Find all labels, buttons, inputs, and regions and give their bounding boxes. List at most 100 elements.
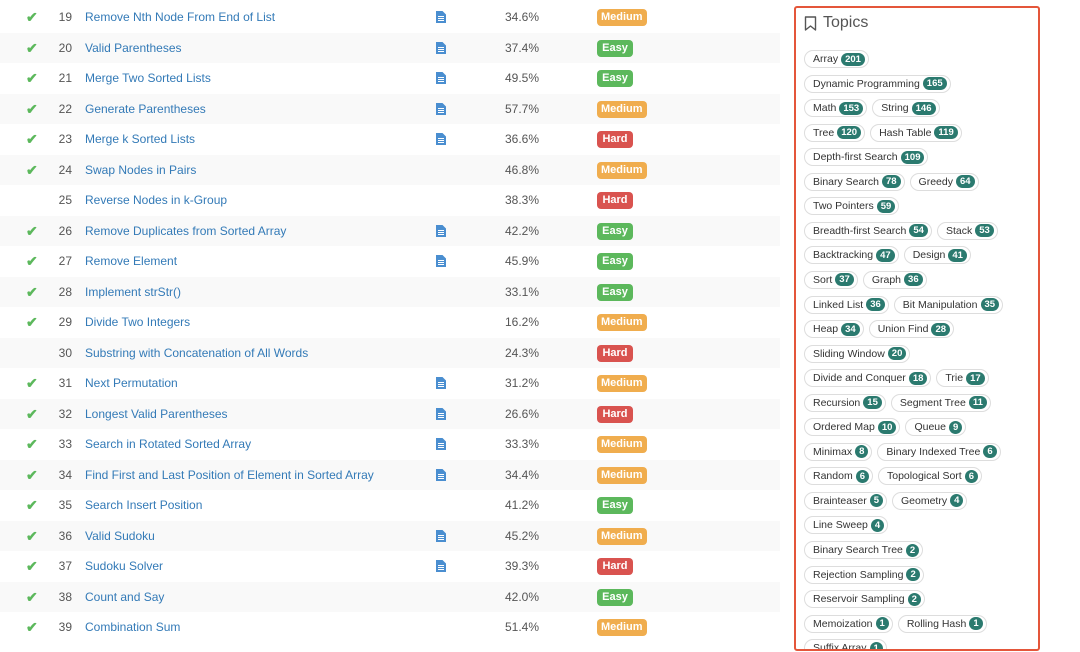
topic-tag[interactable]: Math 153 bbox=[804, 99, 868, 118]
document-icon[interactable] bbox=[436, 63, 448, 93]
topic-tag[interactable]: Tree 120 bbox=[804, 123, 866, 142]
document-icon[interactable] bbox=[436, 399, 448, 429]
problem-row[interactable]: ✔ 24 Swap Nodes in Pairs 46.8% Medium bbox=[0, 154, 780, 185]
topic-tag[interactable]: Breadth-first Search 54 bbox=[804, 221, 932, 240]
document-icon[interactable] bbox=[436, 429, 448, 459]
topic-tag[interactable]: Backtracking 47 bbox=[804, 246, 899, 265]
topic-tag[interactable]: Sliding Window 20 bbox=[804, 344, 911, 363]
topic-tag[interactable]: Greedy 64 bbox=[909, 172, 979, 191]
problem-title-link[interactable]: Remove Nth Node From End of List bbox=[85, 10, 276, 24]
topic-tag[interactable]: Reservoir Sampling 2 bbox=[804, 590, 925, 609]
topic-tag[interactable]: Ordered Map 10 bbox=[804, 418, 901, 437]
topic-tag[interactable]: Array 201 bbox=[804, 50, 869, 68]
document-icon[interactable] bbox=[436, 216, 448, 246]
topic-tag[interactable]: Union Find 28 bbox=[868, 320, 955, 339]
topic-tag[interactable]: Brainteaser 5 bbox=[804, 491, 887, 510]
topic-count-badge: 6 bbox=[855, 469, 869, 483]
topic-tag[interactable]: Bit Manipulation 35 bbox=[893, 295, 1004, 314]
problem-title-link[interactable]: Merge Two Sorted Lists bbox=[85, 71, 211, 85]
topic-tag[interactable]: Suffix Array 1 bbox=[804, 639, 887, 649]
topic-tag[interactable]: Queue 9 bbox=[905, 418, 967, 437]
topic-tag[interactable]: Binary Search 78 bbox=[804, 172, 905, 191]
problem-title-link[interactable]: Remove Element bbox=[85, 254, 178, 268]
topic-tag[interactable]: Depth-first Search 109 bbox=[804, 148, 929, 167]
acceptance-rate: 37.4% bbox=[505, 40, 540, 55]
problem-row[interactable]: ✔ 28 Implement strStr() 33.1% Easy bbox=[0, 276, 780, 307]
problem-title-link[interactable]: Swap Nodes in Pairs bbox=[85, 162, 197, 177]
problem-row[interactable]: ✔ 21 Merge Two Sorted Lists 49.5% Easy bbox=[0, 63, 780, 93]
problem-row[interactable]: ✔ 37 Sudoku Solver 39.3% Hard bbox=[0, 551, 780, 581]
topic-tag[interactable]: Graph 36 bbox=[862, 270, 927, 289]
problem-row[interactable]: ✔ 27 Remove Element 45.9% Easy bbox=[0, 246, 780, 276]
problem-title-link[interactable]: Search in Rotated Sorted Array bbox=[85, 437, 252, 451]
problem-title-link[interactable]: Remove Duplicates from Sorted Array bbox=[85, 223, 287, 238]
problem-row[interactable]: ✔ 31 Next Permutation 31.2% Medium bbox=[0, 368, 780, 398]
topic-tag[interactable]: Heap 34 bbox=[804, 320, 864, 339]
problem-title-link[interactable]: Valid Sudoku bbox=[85, 528, 155, 543]
problem-row[interactable]: ✔ 38 Count and Say 42.0% Easy bbox=[0, 581, 780, 612]
problem-row[interactable]: ✔ 34 Find First and Last Position of Eleme… bbox=[0, 459, 780, 490]
topic-tag[interactable]: Two Pointers 59 bbox=[804, 197, 900, 216]
topic-tag[interactable]: Stack 53 bbox=[936, 221, 998, 240]
problem-title-link[interactable]: Count and Say bbox=[85, 589, 165, 604]
topic-tag[interactable]: Trie 17 bbox=[936, 369, 989, 388]
problem-title-link[interactable]: Generate Parentheses bbox=[85, 101, 206, 116]
problem-row[interactable]: 30 Substring with Concatenation of All Wo… bbox=[0, 337, 780, 368]
topic-tag[interactable]: Random 6 bbox=[804, 467, 873, 486]
problem-title-link[interactable]: Implement strStr() bbox=[85, 284, 182, 299]
document-icon[interactable] bbox=[436, 246, 448, 276]
document-icon[interactable] bbox=[436, 368, 448, 398]
problem-row[interactable]: ✔ 20 Valid Parentheses 37.4% Easy bbox=[0, 32, 780, 63]
problem-row[interactable]: ✔ 32 Longest Valid Parentheses 26.6% Hard bbox=[0, 398, 780, 429]
topic-tag[interactable]: Design 41 bbox=[903, 246, 971, 265]
problem-title-link[interactable]: Find First and Last Position of Element … bbox=[85, 467, 374, 482]
topic-tag[interactable]: Topological Sort 6 bbox=[878, 467, 983, 486]
document-icon[interactable] bbox=[436, 2, 448, 32]
problem-title-link[interactable]: Next Permutation bbox=[85, 376, 178, 390]
topic-tag[interactable]: Divide and Conquer 18 bbox=[804, 369, 932, 388]
problem-row[interactable]: ✔ 33 Search in Rotated Sorted Array 33.3% Me… bbox=[0, 429, 780, 459]
topic-tag[interactable]: Geometry 4 bbox=[892, 491, 968, 510]
topic-tag[interactable]: Rolling Hash 1 bbox=[897, 614, 987, 633]
document-icon[interactable] bbox=[436, 521, 448, 551]
problem-title-link[interactable]: Sudoku Solver bbox=[85, 559, 164, 573]
topic-tag[interactable]: Binary Indexed Tree 6 bbox=[877, 442, 1001, 461]
problem-row[interactable]: ✔ 35 Search Insert Position 41.2% Easy bbox=[0, 490, 780, 520]
problem-row[interactable]: ✔ 39 Combination Sum 51.4% Medium bbox=[0, 612, 780, 642]
topic-tag[interactable]: Segment Tree 11 bbox=[890, 393, 991, 412]
problem-row[interactable]: 25 Reverse Nodes in k-Group 38.3% Hard bbox=[0, 185, 780, 215]
topic-tag[interactable]: Binary Search Tree 2 bbox=[804, 541, 924, 559]
topic-tag[interactable]: Line Sweep 4 bbox=[804, 516, 889, 535]
topic-tag-row: Divide and Conquer 18 Trie 17 bbox=[804, 369, 989, 388]
topic-tag[interactable]: Linked List 36 bbox=[804, 295, 889, 314]
problem-row[interactable]: ✔ 26 Remove Duplicates from Sorted Array 42… bbox=[0, 215, 780, 246]
problem-row[interactable]: ✔ 23 Merge k Sorted Lists 36.6% Hard bbox=[0, 124, 780, 154]
topic-tag[interactable]: Sort 37 bbox=[804, 270, 858, 289]
document-icon[interactable] bbox=[436, 551, 448, 581]
problem-title-link[interactable]: Search Insert Position bbox=[85, 498, 203, 512]
topic-tag[interactable]: Minimax 8 bbox=[804, 442, 873, 461]
problem-title-link[interactable]: Reverse Nodes in k-Group bbox=[85, 193, 228, 207]
problem-title-link[interactable]: Merge k Sorted Lists bbox=[85, 132, 196, 146]
topic-tag[interactable]: String 146 bbox=[872, 99, 940, 118]
problem-row[interactable]: ✔ 29 Divide Two Integers 16.2% Medium bbox=[0, 307, 780, 337]
problem-row[interactable]: ✔ 22 Generate Parentheses 57.7% Medium bbox=[0, 93, 780, 124]
topic-tag[interactable]: Recursion 15 bbox=[804, 393, 886, 412]
problem-row[interactable]: ✔ 36 Valid Sudoku 45.2% Medium bbox=[0, 520, 780, 551]
document-icon[interactable] bbox=[436, 33, 448, 63]
document-icon[interactable] bbox=[436, 460, 448, 490]
problem-title-link[interactable]: Longest Valid Parentheses bbox=[85, 406, 228, 421]
topic-tag[interactable]: Hash Table 119 bbox=[870, 123, 962, 142]
topic-tag[interactable]: Memoization 1 bbox=[804, 614, 893, 633]
topic-tag-label: Random bbox=[813, 470, 853, 483]
problem-title-link[interactable]: Combination Sum bbox=[85, 620, 181, 634]
problem-row[interactable]: ✔ 19 Remove Nth Node From End of List 34.6%… bbox=[0, 2, 780, 32]
topic-tag[interactable]: Dynamic Programming 165 bbox=[804, 74, 951, 93]
problem-title-link[interactable]: Substring with Concatenation of All Word… bbox=[85, 345, 309, 360]
topic-tag[interactable]: Rejection Sampling 2 bbox=[804, 565, 924, 584]
problem-title-link[interactable]: Divide Two Integers bbox=[85, 315, 191, 329]
topic-tag-label: Queue bbox=[914, 421, 946, 434]
problem-title-link[interactable]: Valid Parentheses bbox=[85, 40, 182, 55]
document-icon[interactable] bbox=[436, 94, 448, 124]
document-icon[interactable] bbox=[436, 124, 448, 154]
